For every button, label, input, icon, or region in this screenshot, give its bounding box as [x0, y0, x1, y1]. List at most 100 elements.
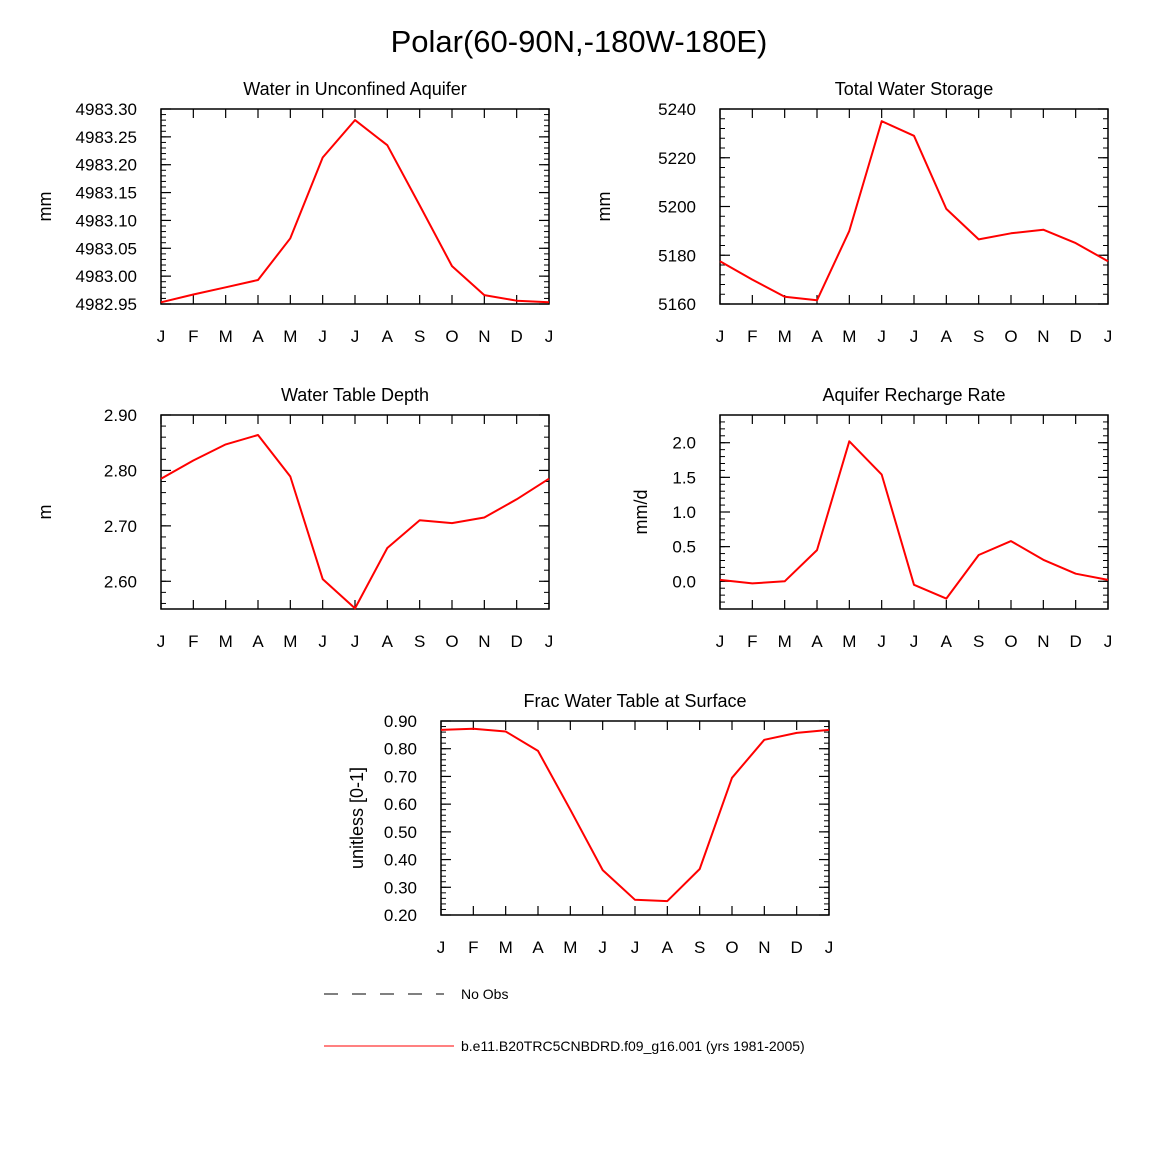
plot-frame — [160, 414, 550, 610]
panel-title: Total Water Storage — [835, 79, 993, 99]
y-axis-label: m — [35, 505, 55, 520]
data-point — [440, 729, 442, 731]
data-point — [881, 120, 883, 122]
x-tick-label: D — [1070, 327, 1082, 346]
x-tick-label: A — [252, 327, 264, 346]
data-point — [913, 584, 915, 586]
series-line — [440, 727, 830, 903]
x-tick-label: J — [910, 327, 919, 346]
x-tick-label: M — [499, 938, 513, 957]
data-point — [763, 739, 765, 741]
y-tick-label: 0.60 — [384, 795, 417, 814]
plot-frame — [440, 720, 830, 916]
data-point — [719, 260, 721, 262]
x-tick-label: S — [414, 632, 425, 651]
data-point — [719, 579, 721, 581]
y-tick-label: 5240 — [658, 100, 696, 119]
data-point — [634, 899, 636, 901]
x-tick-label: O — [725, 938, 738, 957]
panel-title: Water in Unconfined Aquifer — [243, 79, 466, 99]
data-point — [848, 440, 850, 442]
data-point — [160, 301, 162, 303]
y-tick-label: 4983.30 — [76, 100, 137, 119]
y-tick-label: 2.90 — [104, 406, 137, 425]
figure-title: Polar(60-90N,-180W-180E) — [390, 24, 768, 59]
data-point — [666, 900, 668, 902]
data-point — [419, 204, 421, 206]
x-tick-label: N — [478, 327, 490, 346]
x-tick-label: J — [157, 327, 166, 346]
x-tick-label: J — [157, 632, 166, 651]
y-axis-label: mm — [594, 192, 614, 222]
data-point — [548, 478, 550, 480]
data-point — [602, 869, 604, 871]
data-point — [731, 777, 733, 779]
data-point — [322, 156, 324, 158]
y-tick-label: 0.80 — [384, 740, 417, 759]
series-line — [719, 120, 1109, 302]
plot-frame — [719, 414, 1109, 610]
data-point — [784, 580, 786, 582]
y-axis-label: mm — [35, 192, 55, 222]
y-tick-label: 4982.95 — [76, 295, 137, 314]
y-tick-label: 5160 — [658, 295, 696, 314]
x-tick-label: J — [1104, 327, 1113, 346]
x-tick-label: J — [545, 327, 554, 346]
data-point — [569, 809, 571, 811]
x-tick-label: A — [252, 632, 264, 651]
x-tick-label: A — [941, 632, 953, 651]
x-tick-label: O — [445, 632, 458, 651]
y-tick-label: 5220 — [658, 149, 696, 168]
data-point — [828, 729, 830, 731]
data-point — [548, 301, 550, 303]
data-point — [516, 300, 518, 302]
x-tick-label: S — [973, 632, 984, 651]
data-point — [1010, 232, 1012, 234]
y-tick-label: 2.80 — [104, 461, 137, 480]
panel-frac-water-table-surface: Frac Water Table at Surface unitless [0-1… — [347, 691, 833, 957]
data-point — [537, 750, 539, 752]
x-tick-label: F — [468, 938, 478, 957]
x-tick-label: J — [351, 632, 360, 651]
y-tick-label: 0.40 — [384, 851, 417, 870]
x-tick-label: M — [778, 632, 792, 651]
x-tick-label: J — [318, 327, 327, 346]
x-tick-label: D — [1070, 632, 1082, 651]
panel-title: Frac Water Table at Surface — [523, 691, 746, 711]
data-point — [257, 279, 259, 281]
data-point — [483, 294, 485, 296]
y-tick-label: 5200 — [658, 198, 696, 217]
x-tick-label: F — [188, 632, 198, 651]
data-point — [505, 731, 507, 733]
x-tick-label: O — [445, 327, 458, 346]
data-point — [483, 517, 485, 519]
series-line — [719, 440, 1109, 600]
x-tick-label: S — [414, 327, 425, 346]
y-tick-label: 0.20 — [384, 906, 417, 925]
x-tick-label: J — [910, 632, 919, 651]
x-tick-label: J — [877, 327, 886, 346]
data-point — [160, 478, 162, 480]
y-tick-label: 4983.20 — [76, 156, 137, 175]
y-tick-label: 4983.15 — [76, 184, 137, 203]
data-point — [848, 230, 850, 232]
data-point — [796, 732, 798, 734]
data-point — [784, 296, 786, 298]
x-tick-label: M — [778, 327, 792, 346]
data-point — [386, 547, 388, 549]
y-axis-label: mm/d — [631, 490, 651, 535]
x-tick-label: D — [791, 938, 803, 957]
x-tick-label: J — [631, 938, 640, 957]
data-point — [1042, 229, 1044, 231]
plot-frame — [160, 108, 550, 305]
x-tick-label: N — [1037, 327, 1049, 346]
data-point — [945, 598, 947, 600]
data-point — [816, 299, 818, 301]
data-point — [225, 443, 227, 445]
x-tick-label: F — [747, 327, 757, 346]
x-tick-label: A — [811, 632, 823, 651]
